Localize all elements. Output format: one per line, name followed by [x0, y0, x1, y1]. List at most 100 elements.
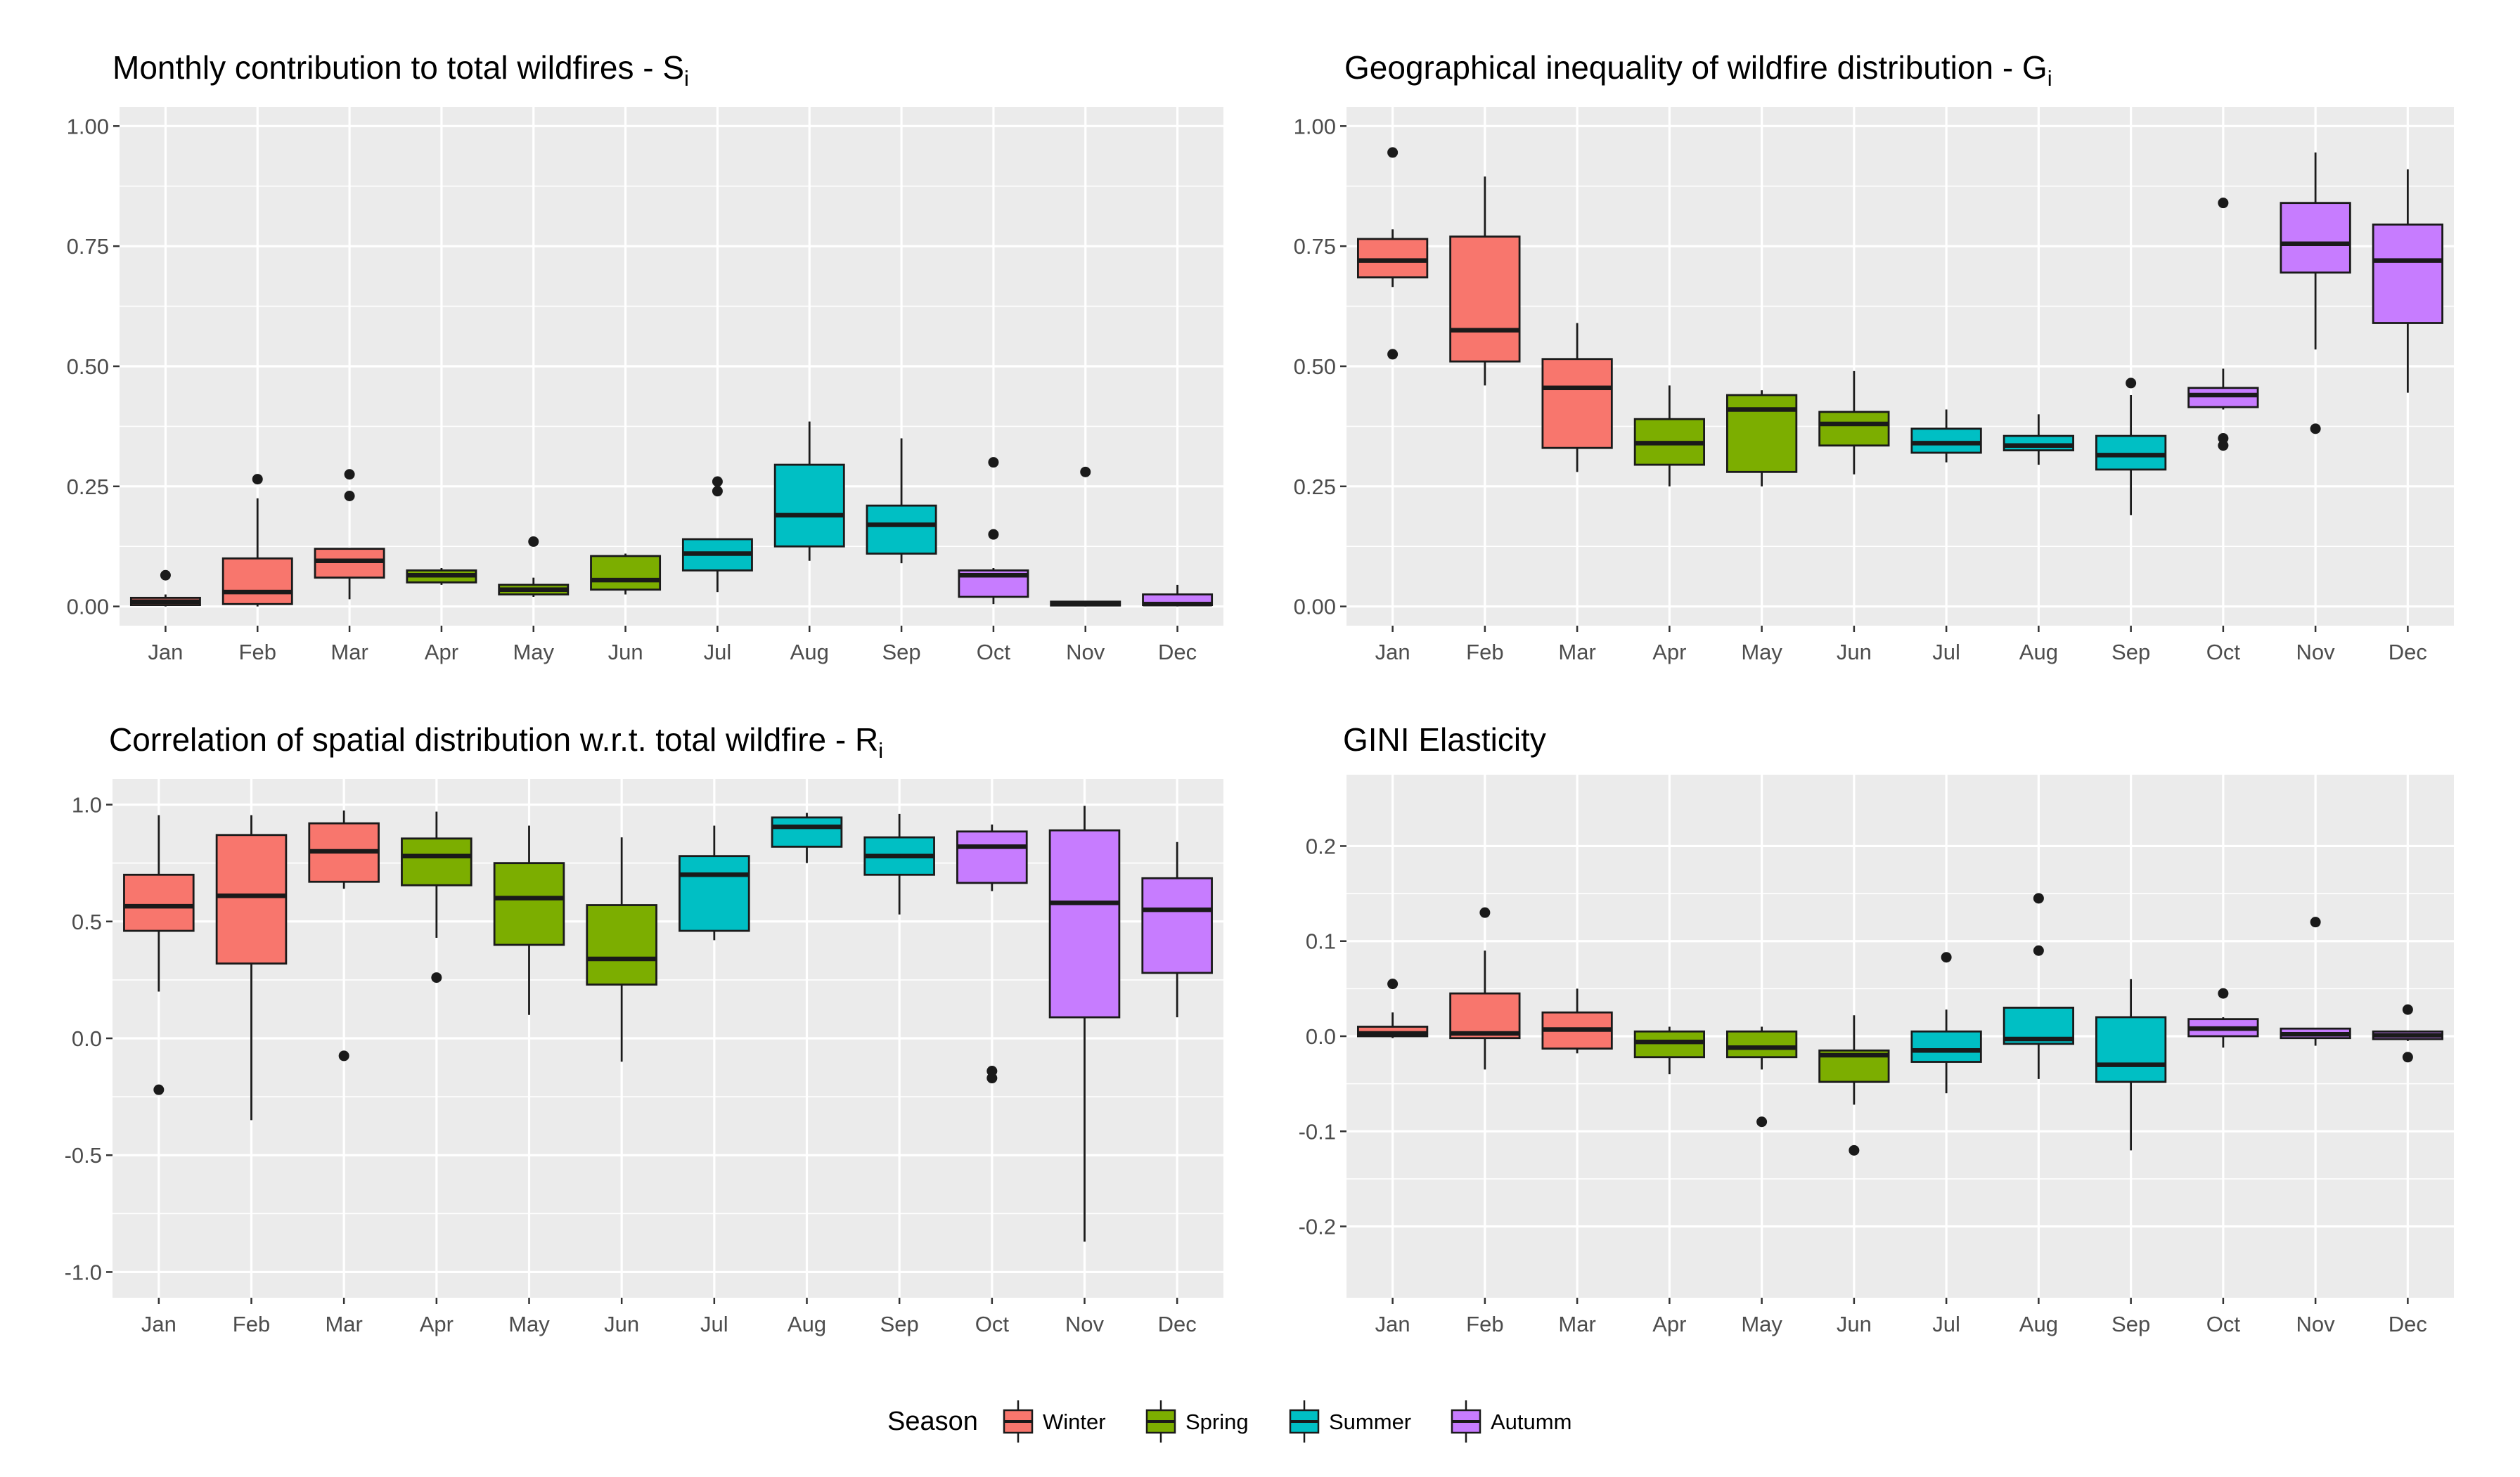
- box-apr: [1633, 1026, 1705, 1075]
- legend-item-winter: Winter: [1003, 1400, 1106, 1443]
- title-subscript: i: [684, 66, 689, 91]
- box-iqr: [1449, 236, 1521, 363]
- x-tick-label: Dec: [2389, 640, 2427, 664]
- legend-title: Season: [887, 1407, 978, 1436]
- outlier-point: [712, 486, 723, 497]
- x-tick-label: Jul: [700, 1312, 728, 1336]
- x-tick-label: Oct: [2206, 1312, 2241, 1336]
- legend-label: Winter: [1043, 1410, 1106, 1434]
- x-tick-label: Dec: [2389, 1312, 2427, 1336]
- box-iqr: [1541, 358, 1613, 449]
- panel-title: Geographical inequality of wildfire dist…: [1344, 49, 2052, 91]
- x-tick-label: Jun: [604, 1312, 639, 1336]
- x-tick-label: Jan: [148, 640, 183, 664]
- x-tick-label: May: [1741, 1312, 1782, 1336]
- box-jan: [129, 569, 201, 607]
- box-iqr: [1141, 877, 1213, 974]
- outlier-point: [1756, 1116, 1768, 1128]
- box-may: [1726, 1026, 1798, 1128]
- box-jun: [586, 837, 657, 1062]
- x-tick-label: Sep: [2111, 640, 2150, 664]
- outlier-point: [2126, 378, 2137, 389]
- box-nov: [1050, 466, 1121, 607]
- outlier-point: [1387, 979, 1399, 990]
- y-tick-label: 0.25: [1294, 475, 1336, 499]
- outlier-point: [2402, 1004, 2413, 1015]
- box-iqr: [586, 904, 657, 986]
- y-tick-label: 0.0: [1306, 1024, 1336, 1049]
- box-iqr: [1910, 1030, 1982, 1063]
- box-sep: [863, 813, 935, 915]
- box-iqr: [866, 504, 937, 555]
- box-dec: [2372, 1004, 2443, 1063]
- box-sep: [2095, 378, 2167, 515]
- outlier-point: [1479, 907, 1491, 918]
- box-iqr: [215, 834, 288, 965]
- panel-title: GINI Elasticity: [1343, 721, 1546, 758]
- outlier-point: [2218, 440, 2229, 451]
- box-iqr: [773, 463, 845, 548]
- legend-item-spring: Spring: [1145, 1400, 1249, 1443]
- x-tick-label: Jan: [1375, 640, 1410, 664]
- box-mar: [1541, 323, 1613, 472]
- y-tick-label: 0.1: [1306, 929, 1336, 954]
- outlier-point: [252, 474, 263, 485]
- box-iqr: [493, 862, 565, 946]
- box-iqr: [123, 873, 195, 932]
- legend-item-autumm: Autumm: [1451, 1400, 1571, 1443]
- box-iqr: [2372, 224, 2443, 324]
- x-tick-label: Apr: [1652, 640, 1686, 664]
- y-tick-label: 0.2: [1306, 834, 1336, 858]
- box-jan: [1357, 147, 1429, 360]
- box-oct: [956, 824, 1028, 1084]
- outlier-point: [2033, 945, 2044, 956]
- x-tick-label: Aug: [2019, 1312, 2058, 1336]
- outlier-point: [344, 491, 355, 501]
- x-tick-label: Aug: [790, 640, 829, 664]
- x-tick-label: Feb: [1466, 1312, 1503, 1336]
- box-iqr: [1726, 394, 1798, 473]
- x-tick-label: Jan: [141, 1312, 176, 1336]
- box-iqr: [956, 830, 1028, 884]
- box-iqr: [1910, 427, 1982, 454]
- x-tick-label: Jun: [608, 640, 643, 664]
- x-tick-label: Nov: [2296, 1312, 2336, 1336]
- x-tick-label: Jan: [1375, 1312, 1410, 1336]
- x-tick-label: Oct: [977, 640, 1011, 664]
- box-jul: [679, 825, 750, 941]
- box-iqr: [221, 557, 293, 605]
- box-nov: [2280, 917, 2351, 1046]
- box-aug: [2002, 893, 2074, 1079]
- y-tick-label: 0.50: [1294, 354, 1336, 379]
- box-jul: [681, 476, 753, 593]
- box-apr: [401, 811, 472, 983]
- box-dec: [1141, 841, 1213, 1018]
- x-tick-label: Jun: [1837, 640, 1872, 664]
- box-jul: [1910, 952, 1982, 1094]
- legend: Season Winter Spring Summer Autumm: [887, 1400, 1571, 1443]
- box-oct: [2187, 988, 2259, 1048]
- panel-title: Correlation of spatial distribution w.r.…: [109, 721, 883, 763]
- box-oct: [958, 457, 1029, 605]
- panel-4: -0.2 -0.1 0.0 0.1 0.2 Jan Feb Mar Apr May Jun Jul Au…: [1299, 721, 2454, 1336]
- box-may: [498, 536, 570, 597]
- y-tick-label: 0.00: [1294, 595, 1336, 619]
- x-tick-label: Apr: [425, 640, 458, 664]
- box-may: [493, 825, 565, 1015]
- x-tick-label: Nov: [1065, 1312, 1105, 1336]
- box-iqr: [2095, 1016, 2167, 1083]
- box-iqr: [1048, 829, 1121, 1019]
- box-sep: [866, 438, 937, 564]
- box-iqr: [679, 855, 750, 932]
- box-aug: [2002, 414, 2074, 465]
- title-subscript: i: [2048, 66, 2052, 91]
- box-iqr: [1818, 411, 1890, 447]
- box-feb: [1449, 176, 1521, 386]
- box-iqr: [314, 548, 385, 579]
- outlier-point: [988, 529, 999, 540]
- x-tick-label: Dec: [1158, 640, 1197, 664]
- x-tick-label: Mar: [1558, 1312, 1595, 1336]
- box-dec: [2372, 169, 2443, 393]
- box-jun: [1818, 370, 1890, 475]
- outlier-point: [1080, 466, 1091, 477]
